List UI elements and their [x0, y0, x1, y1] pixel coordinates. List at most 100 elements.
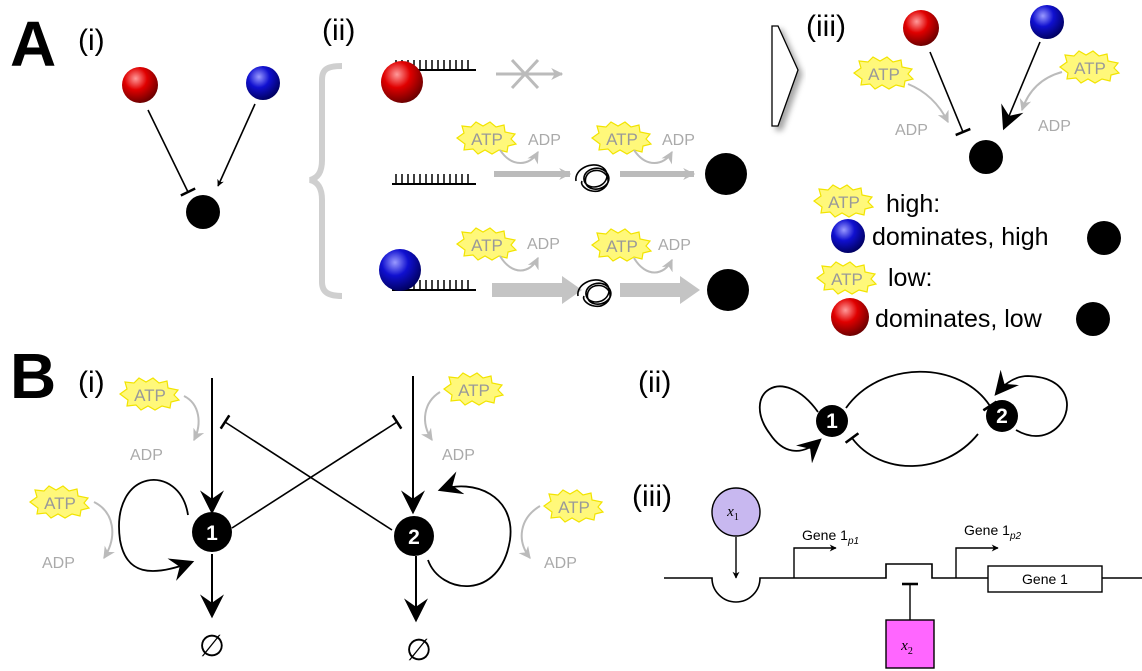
node-1-label: 1 — [826, 410, 838, 433]
gene-box — [987, 565, 1103, 593]
black-ball — [969, 140, 1003, 174]
panel-label-a: A — [10, 8, 56, 80]
subpanel-label-b-ii: (ii) — [638, 366, 671, 399]
species-x2 — [885, 619, 935, 669]
atp-text: ATP — [1074, 59, 1106, 78]
summary-arrow — [771, 25, 799, 127]
adp-text: ADP — [528, 132, 561, 149]
adp-text: ADP — [527, 236, 560, 253]
subpanel-label-b-iii: (iii) — [632, 480, 672, 513]
blue-ball — [246, 66, 280, 100]
adp-text: ADP — [895, 122, 928, 139]
dna-strand — [392, 173, 476, 185]
species-x2-label: x2 — [900, 638, 913, 657]
atp-consumption-arrow — [633, 149, 673, 165]
subpanel-label-a-iii: (iii) — [806, 10, 846, 43]
node-2 — [394, 516, 434, 556]
b-i-network: ∅ ∅ 1 2 ATP ADP ATP ADP ATP ADP ATP ADP — [29, 372, 604, 668]
node-1 — [192, 512, 232, 552]
species-x1 — [711, 487, 761, 537]
atp-text: ATP — [606, 130, 638, 149]
node-2 — [986, 400, 1018, 432]
red-repression-edge — [147, 109, 196, 197]
subpanel-label-a-ii: (ii) — [322, 14, 355, 47]
atp-consumption-arrow — [93, 501, 115, 560]
blue-ball — [1030, 5, 1064, 39]
red-ball — [122, 67, 158, 103]
black-ball — [186, 195, 220, 229]
node-2-label: 2 — [408, 526, 420, 549]
blue-ball — [379, 249, 421, 291]
node-1-label: 1 — [206, 522, 218, 545]
legend-line2: dominates, high — [872, 223, 1049, 251]
repression-2-to-1 — [219, 414, 393, 531]
atp-consumption-arrow — [633, 257, 673, 274]
legend-line3: low: — [888, 264, 932, 292]
subpanel-label-b-i: (i) — [78, 366, 105, 399]
atp-text: ATP — [831, 270, 863, 289]
a-ii-row3: ATP ADP ATP ADP — [379, 227, 749, 311]
red-ball — [903, 10, 939, 46]
coil-icon — [577, 279, 612, 308]
atp-text: ATP — [471, 236, 503, 255]
blue-activation-edge — [1001, 41, 1041, 131]
promoter-2-label: Gene 1p2 — [964, 522, 1021, 542]
black-ball — [705, 153, 747, 195]
adp-text: ADP — [658, 237, 691, 254]
legend-line4: dominates, low — [875, 305, 1043, 333]
self-activation-1 — [118, 479, 195, 581]
dna-backbone — [664, 563, 1142, 603]
degradation-symbol-2: ∅ — [406, 633, 432, 668]
node-1 — [816, 405, 848, 437]
atp-text: ATP — [471, 130, 503, 149]
atp-text: ATP — [558, 498, 590, 517]
adp-text: ADP — [544, 555, 577, 572]
promoter-1-label: Gene 1p1 — [802, 527, 859, 547]
repression-1-to-2 — [845, 370, 998, 412]
a-ii-row2: ATP ADP ATP ADP — [392, 121, 747, 195]
atp-consumption-arrow — [1019, 71, 1063, 112]
black-ball — [1076, 302, 1110, 336]
atp-consumption-arrow — [421, 391, 441, 441]
degradation-symbol-1: ∅ — [199, 629, 225, 664]
self-activation-1 — [758, 385, 822, 464]
atp-text: ATP — [134, 386, 166, 405]
legend: ATP high: dominates, high ATP low: domin… — [813, 184, 1121, 336]
red-ball — [831, 298, 869, 336]
blue-ball — [831, 219, 865, 253]
black-ball — [1087, 221, 1121, 255]
b-iii-gene-circuit: Gene 1 Gene 1p1 Gene 1p2 x1 x2 — [664, 487, 1142, 669]
strong-arrow-head — [680, 276, 700, 304]
atp-consumption-arrow — [518, 505, 541, 559]
red-repression-edge — [929, 51, 971, 137]
promoter-1-arrow — [793, 544, 837, 578]
repression-1-to-2 — [231, 414, 403, 529]
panel-label-b: B — [10, 340, 56, 412]
legend-line1: high: — [886, 190, 940, 218]
a-ii-row1 — [381, 58, 564, 103]
atp-consumption-arrow — [499, 255, 539, 272]
promoter-2-arrow — [955, 544, 999, 578]
node-2-label: 2 — [996, 405, 1008, 428]
red-ball — [381, 61, 423, 103]
gene-box-label: Gene 1 — [1022, 571, 1068, 587]
self-activation-2 — [427, 471, 512, 588]
adp-text: ADP — [42, 555, 75, 572]
b-ii-network: 1 2 — [758, 369, 1068, 467]
atp-text: ATP — [458, 381, 490, 400]
self-activation-2 — [994, 369, 1068, 437]
repression-2-to-1 — [844, 432, 979, 467]
strong-arrow-head — [562, 276, 582, 304]
atp-consumption-arrow — [499, 149, 539, 165]
a-i-network — [122, 66, 280, 229]
adp-text: ADP — [662, 132, 695, 149]
black-ball — [707, 269, 749, 311]
atp-consumption-arrow — [183, 395, 205, 442]
a-iii-network: ATP ADP ATP ADP — [853, 5, 1120, 174]
coil-icon — [575, 164, 610, 193]
atp-text: ATP — [828, 193, 860, 212]
adp-text: ADP — [1038, 118, 1071, 135]
brace — [309, 63, 343, 299]
atp-consumption-arrow — [907, 83, 949, 124]
